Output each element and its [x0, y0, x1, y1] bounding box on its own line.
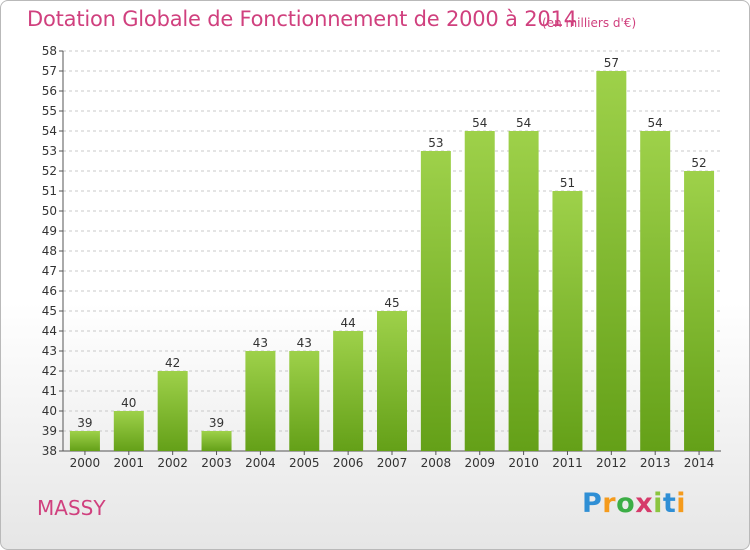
data-label: 44 [340, 316, 355, 330]
x-tick-label: 2001 [114, 456, 145, 470]
data-label: 54 [516, 116, 531, 130]
data-label: 43 [297, 336, 312, 350]
x-tick-label: 2005 [289, 456, 320, 470]
chart-unit: (en milliers d'€) [542, 16, 637, 30]
y-tick-label: 52 [42, 164, 57, 178]
data-label: 54 [472, 116, 487, 130]
data-label: 39 [209, 416, 224, 430]
bar [201, 431, 232, 451]
y-tick-label: 42 [42, 364, 57, 378]
bar [333, 331, 364, 451]
bar [69, 431, 100, 451]
bar [552, 191, 583, 451]
y-tick-label: 39 [42, 424, 57, 438]
x-tick-label: 2006 [333, 456, 364, 470]
y-tick-label: 43 [42, 344, 57, 358]
y-tick-label: 46 [42, 284, 57, 298]
data-label: 42 [165, 356, 180, 370]
x-tick-label: 2009 [464, 456, 495, 470]
x-tick-label: 2013 [640, 456, 671, 470]
y-tick-label: 53 [42, 144, 57, 158]
y-tick-label: 38 [42, 444, 57, 458]
y-tick-label: 49 [42, 224, 57, 238]
bar [464, 131, 495, 451]
proxiti-logo: Proxiti [582, 488, 687, 519]
y-tick-label: 51 [42, 184, 57, 198]
x-tick-label: 2002 [157, 456, 188, 470]
data-label: 43 [253, 336, 268, 350]
y-tick-label: 47 [42, 264, 57, 278]
y-tick-label: 48 [42, 244, 57, 258]
x-tick-label: 2007 [377, 456, 408, 470]
chart-title: Dotation Globale de Fonctionnement de 20… [27, 7, 577, 31]
bar [157, 371, 188, 451]
data-label: 39 [77, 416, 92, 430]
bar [596, 71, 627, 451]
x-tick-label: 2010 [508, 456, 539, 470]
bar [245, 351, 276, 451]
bar [377, 311, 407, 451]
data-label: 54 [648, 116, 663, 130]
location-name: MASSY [37, 496, 106, 520]
data-label: 53 [428, 136, 443, 150]
y-tick-label: 55 [42, 104, 57, 118]
x-tick-label: 2014 [684, 456, 715, 470]
data-label: 52 [691, 156, 706, 170]
bar [508, 131, 539, 451]
x-tick-label: 2012 [596, 456, 627, 470]
x-tick-label: 2011 [552, 456, 583, 470]
y-tick-label: 41 [42, 384, 57, 398]
data-label: 40 [121, 396, 136, 410]
x-tick-label: 2008 [421, 456, 452, 470]
y-tick-label: 56 [42, 84, 57, 98]
data-label: 51 [560, 176, 575, 190]
y-tick-label: 58 [42, 44, 57, 58]
x-tick-label: 2003 [201, 456, 232, 470]
bar [289, 351, 320, 451]
y-tick-label: 57 [42, 64, 57, 78]
bar [640, 131, 671, 451]
y-tick-label: 44 [42, 324, 57, 338]
y-tick-label: 40 [42, 404, 57, 418]
y-tick-label: 54 [42, 124, 57, 138]
bar [113, 411, 144, 451]
bar [420, 151, 451, 451]
y-tick-label: 50 [42, 204, 57, 218]
x-tick-label: 2004 [245, 456, 276, 470]
data-label: 57 [604, 56, 619, 70]
y-tick-label: 45 [42, 304, 57, 318]
bar [684, 171, 715, 451]
x-tick-label: 2000 [70, 456, 101, 470]
data-label: 45 [384, 296, 399, 310]
